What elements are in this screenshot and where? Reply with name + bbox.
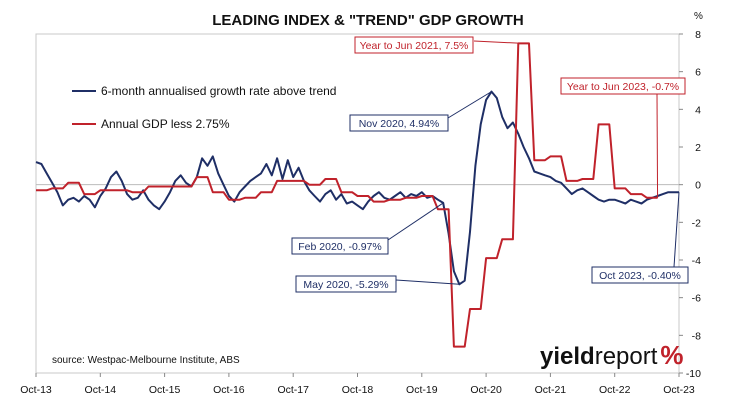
y-tick-label: -2 (692, 217, 701, 229)
brand-text-yield: yield (540, 343, 595, 370)
annotation-leader (473, 40, 524, 44)
annotation-text: Year to Jun 2023, -0.7% (567, 81, 679, 93)
annotation-box (349, 114, 449, 132)
y-tick-label: -8 (692, 330, 701, 342)
y-tick-label: 6 (695, 67, 701, 79)
annotation-text: Feb 2020, -0.97% (298, 241, 381, 253)
y-unit-label: % (694, 11, 703, 22)
annotation-leader (395, 279, 460, 285)
y-tick-label: 4 (695, 104, 701, 116)
legend: 6-month annualised growth rate above tre… (72, 84, 336, 131)
svg-text:yieldreport%: yieldreport% (540, 340, 684, 370)
legend-label-leading: 6-month annualised growth rate above tre… (101, 84, 336, 98)
annotation-box (560, 77, 686, 95)
y-tick-label: -6 (692, 293, 701, 305)
x-tick-label: Oct-16 (213, 384, 245, 396)
series-line-annual-gdp (36, 42, 658, 348)
series-line-leading-index (35, 90, 679, 286)
x-axis-ticks: Oct-13 Oct-14 Oct-15 Oct-16 Oct-17 Oct-18 Oct-… (20, 373, 695, 396)
y-tick-label: 2 (695, 142, 701, 154)
x-tick-label: Oct-23 (663, 384, 695, 396)
x-tick-label: Oct-20 (470, 384, 502, 396)
source-note: source: Westpac-Melbourne Institute, ABS (52, 355, 240, 366)
x-tick-label: Oct-13 (20, 384, 52, 396)
x-tick-label: Oct-21 (535, 384, 567, 396)
annotation-box (295, 275, 397, 293)
annotation-may-2020: May 2020, -5.29% (295, 275, 460, 293)
annotation-text: May 2020, -5.29% (303, 279, 388, 291)
legend-label-gdp: Annual GDP less 2.75% (101, 117, 230, 131)
brand-text-report: report (595, 343, 658, 370)
y-tick-label: 0 (695, 180, 701, 192)
annotation-nov-2020: Nov 2020, 4.94% (349, 91, 492, 132)
x-tick-label: Oct-19 (406, 384, 438, 396)
annotation-text: Nov 2020, 4.94% (359, 118, 440, 130)
x-tick-label: Oct-18 (342, 384, 374, 396)
annotation-leader (673, 192, 680, 268)
annotation-layer: Year to Jun 2021, 7.5% Year to Jun 2023, … (291, 36, 689, 293)
annotation-box (354, 36, 474, 54)
y-axis-ticks: -10 -8 -6 -4 -2 0 2 4 6 8 (679, 29, 701, 380)
x-tick-label: Oct-14 (85, 384, 117, 396)
annotation-leader (387, 202, 444, 241)
annotation-text: Oct 2023, -0.40% (599, 270, 681, 282)
annotation-feb-2020: Feb 2020, -0.97% (291, 202, 444, 255)
y-tick-label: 8 (695, 29, 701, 41)
series-layer (35, 42, 679, 348)
annotation-leader (656, 93, 659, 198)
annotation-leader (447, 91, 492, 119)
chart-title: LEADING INDEX & "TREND" GDP GROWTH (212, 12, 523, 29)
annotation-jun-2023: Year to Jun 2023, -0.7% (560, 77, 686, 198)
x-tick-label: Oct-15 (149, 384, 181, 396)
annotation-oct-2023: Oct 2023, -0.40% (591, 192, 689, 284)
annotation-jun-2021: Year to Jun 2021, 7.5% (354, 36, 524, 54)
annotation-box (591, 266, 689, 284)
x-tick-label: Oct-22 (599, 384, 631, 396)
brand-percent-icon: % (660, 340, 683, 370)
x-tick-label: Oct-17 (277, 384, 309, 396)
brand-logo: yieldreport% (540, 340, 684, 370)
y-tick-label: -10 (686, 368, 701, 380)
annotation-box (291, 237, 389, 255)
y-tick-label: -4 (692, 255, 701, 267)
annotation-text: Year to Jun 2021, 7.5% (360, 40, 469, 52)
